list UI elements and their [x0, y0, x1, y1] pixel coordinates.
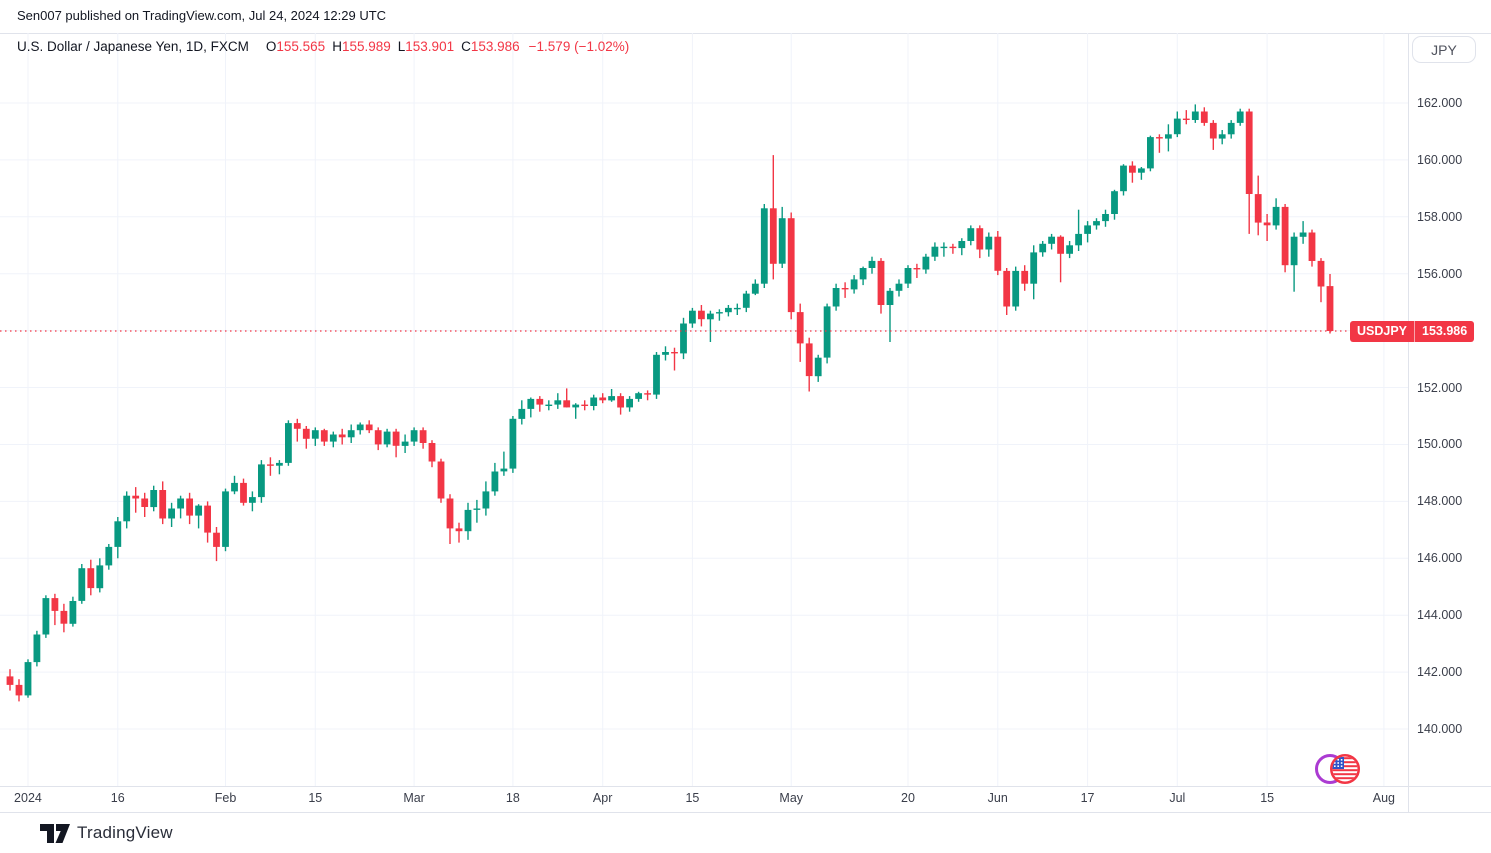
price-tick-158.000: 158.000	[1417, 209, 1463, 224]
ohlc-value-O: 155.565	[276, 39, 326, 54]
symbol-header: U.S. Dollar / Japanese Yen, 1D, FXCM O15…	[17, 39, 629, 54]
ohlc-value-H: 155.989	[341, 39, 391, 54]
time-tick-Feb: Feb	[214, 791, 237, 805]
time-tick-Jul: Jul	[1169, 791, 1186, 805]
price-tick-162.000: 162.000	[1417, 95, 1463, 110]
symbol-title[interactable]: U.S. Dollar / Japanese Yen, 1D, FXCM	[17, 39, 249, 54]
price-tick-144.000: 144.000	[1417, 608, 1463, 623]
economic-calendar-flags-icon[interactable]	[1313, 749, 1365, 789]
axis-divider	[0, 786, 1491, 787]
price-tick-160.000: 160.000	[1417, 152, 1463, 167]
chart-panel[interactable]: U.S. Dollar / Japanese Yen, 1D, FXCM O15…	[0, 33, 1408, 786]
ohlc-key-L: L	[397, 39, 406, 54]
time-tick-18: 18	[505, 791, 520, 805]
time-tick-15: 15	[685, 791, 700, 805]
time-axis[interactable]: 2024 16 Feb 15 Mar 18 Apr 15 May 20 Jun 17 Jul 15 Aug	[0, 786, 1408, 812]
time-tick-2024: 2024	[14, 791, 42, 805]
price-tick-150.000: 150.000	[1417, 437, 1463, 452]
time-tick-15: 15	[1260, 791, 1275, 805]
time-tick-16: 16	[110, 791, 125, 805]
ohlc-values: O155.565 H155.989 L153.901 C153.986	[259, 39, 520, 54]
price-axis[interactable]: 162.000160.000158.000156.000154.000152.0…	[1409, 33, 1491, 786]
tradingview-logo[interactable]: TradingView	[40, 823, 173, 843]
time-tick-Jun: Jun	[987, 791, 1008, 805]
time-tick-Apr: Apr	[592, 791, 613, 805]
top-divider	[0, 33, 1491, 34]
ohlc-value-C: 153.986	[470, 39, 520, 54]
change-value: −1.579 (−1.02%)	[528, 39, 630, 54]
attribution-text: Sen007 published on TradingView.com, Jul…	[17, 8, 387, 23]
us-flag-circle-icon	[1315, 754, 1360, 784]
time-tick-15: 15	[308, 791, 323, 805]
bottom-divider	[0, 812, 1491, 813]
time-tick-20: 20	[901, 791, 915, 805]
ohlc-key-C: C	[461, 39, 471, 54]
tradingview-brand-text: TradingView	[77, 823, 173, 842]
time-tick-Mar: Mar	[403, 791, 425, 805]
tradingview-logo-icon	[40, 823, 70, 843]
currency-toggle-button[interactable]: JPY	[1412, 36, 1476, 63]
ohlc-key-H: H	[332, 39, 342, 54]
time-tick-Aug: Aug	[1372, 791, 1395, 805]
time-tick-17: 17	[1080, 791, 1095, 805]
time-tick-May: May	[779, 791, 804, 805]
price-tick-148.000: 148.000	[1417, 494, 1463, 509]
ohlc-value-L: 153.901	[405, 39, 455, 54]
price-axis-divider	[1408, 33, 1409, 812]
last-price-symbol: USDJPY	[1357, 324, 1408, 339]
ohlc-key-O: O	[265, 39, 277, 54]
price-tick-146.000: 146.000	[1417, 551, 1463, 566]
price-tick-140.000: 140.000	[1417, 721, 1463, 736]
last-price-value: 153.986	[1414, 320, 1474, 342]
price-tick-156.000: 156.000	[1417, 266, 1463, 281]
candlestick-chart[interactable]	[0, 33, 1408, 786]
last-price-badge: USDJPY 153.986	[1350, 320, 1475, 342]
price-tick-142.000: 142.000	[1417, 665, 1463, 680]
price-tick-152.000: 152.000	[1417, 380, 1463, 395]
